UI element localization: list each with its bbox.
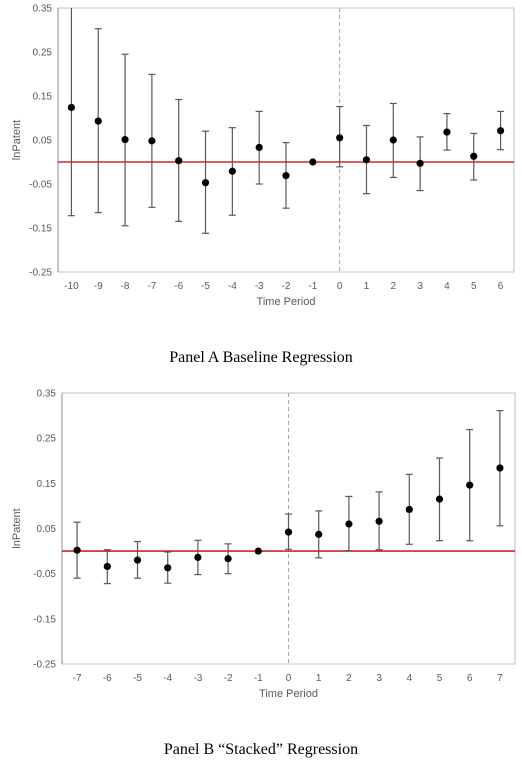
- x-tick-label: -1: [308, 281, 317, 292]
- data-point: [284, 528, 293, 536]
- data-point: [73, 546, 81, 554]
- x-tick-label: 5: [471, 281, 477, 292]
- y-tick-label: 0.25: [33, 48, 53, 59]
- x-tick-label: 7: [497, 673, 503, 684]
- chart-panel-a: 0.350.250.150.05-0.05-0.15-0.25-10 -9 -8 -7…: [11, 4, 515, 308]
- data-point: [315, 530, 323, 538]
- x-tick-label: -10: [64, 281, 79, 292]
- x-tick-label: -6: [103, 673, 112, 684]
- x-tick-label: -2: [224, 673, 233, 684]
- data-point: [345, 520, 353, 528]
- x-tick-label: 5: [437, 673, 443, 684]
- x-tick-label: 1: [364, 281, 370, 292]
- y-tick-label: -0.25: [29, 268, 52, 279]
- x-tick-label: 2: [391, 281, 397, 292]
- x-tick-label: 2: [346, 673, 352, 684]
- y-tick-label: -0.15: [33, 614, 56, 625]
- x-tick-label: 0: [337, 281, 343, 292]
- data-point: [466, 481, 474, 489]
- y-tick-label: 0.35: [33, 4, 53, 15]
- x-tick-label: -7: [147, 281, 156, 292]
- y-tick-label: 0.25: [37, 434, 57, 445]
- x-tick-label: 1: [316, 673, 322, 684]
- x-axis-title: Time Period: [259, 688, 318, 700]
- data-point: [496, 464, 504, 472]
- data-point: [94, 117, 102, 125]
- x-axis-title: Time Period: [257, 296, 316, 308]
- y-tick-label: 0.05: [33, 136, 53, 147]
- data-point: [282, 172, 290, 180]
- data-point: [194, 553, 202, 562]
- data-point: [67, 103, 76, 112]
- y-axis-title: lnPatent: [11, 508, 23, 548]
- data-point: [164, 564, 172, 572]
- y-tick-label: -0.25: [33, 660, 56, 671]
- data-point: [309, 158, 317, 166]
- x-tick-label: -4: [228, 281, 237, 292]
- x-tick-label: -4: [163, 673, 172, 684]
- y-tick-label: 0.05: [37, 524, 57, 535]
- data-point: [175, 157, 183, 165]
- y-axis-title: lnPatent: [11, 120, 23, 160]
- x-tick-label: -5: [201, 281, 210, 292]
- data-point: [228, 167, 236, 175]
- x-tick-label: -3: [193, 673, 202, 684]
- x-tick-label: 3: [417, 281, 423, 292]
- x-tick-label: -8: [121, 281, 130, 292]
- y-tick-label: 0.15: [33, 92, 53, 103]
- data-point: [254, 547, 262, 555]
- x-tick-label: -6: [174, 281, 183, 292]
- x-tick-label: 3: [376, 673, 382, 684]
- x-tick-label: 4: [444, 281, 450, 292]
- data-point: [103, 562, 111, 571]
- data-point: [496, 127, 505, 135]
- data-point: [375, 517, 383, 525]
- y-tick-label: -0.05: [29, 180, 52, 191]
- x-tick-label: -9: [94, 281, 103, 292]
- panel-b-caption: Panel B “Stacked” Regression: [163, 741, 359, 758]
- data-point: [133, 556, 142, 564]
- data-point: [435, 495, 444, 503]
- data-point: [121, 135, 129, 144]
- x-tick-label: 6: [467, 673, 473, 684]
- data-point: [148, 137, 156, 145]
- chart-panel-b: 0.35 0.25 0.15 0.05 -0.05 -0.15 -0.25 -7 -6 -5 -4 -…: [11, 389, 516, 700]
- data-point: [255, 143, 263, 152]
- y-tick-label: -0.05: [33, 569, 56, 580]
- data-point: [416, 159, 424, 167]
- y-tick-label: 0.35: [37, 389, 57, 400]
- x-tick-label: -2: [282, 281, 291, 292]
- x-tick-label: 4: [407, 673, 413, 684]
- data-point: [470, 152, 478, 160]
- data-point: [389, 136, 397, 144]
- x-tick-label: -5: [133, 673, 142, 684]
- x-tick-label: 6: [498, 281, 504, 292]
- x-tick-label: -1: [254, 673, 263, 684]
- data-point: [336, 134, 344, 142]
- data-point: [443, 128, 451, 136]
- panel-a-caption: Panel A Baseline Regression: [169, 349, 353, 366]
- x-tick-label: -7: [73, 673, 82, 684]
- y-tick-label: -0.15: [29, 224, 52, 235]
- data-point: [362, 156, 371, 164]
- data-point: [405, 505, 413, 514]
- y-tick-label: 0.15: [37, 479, 57, 490]
- data-point: [201, 179, 210, 187]
- x-tick-label: 0: [286, 673, 292, 684]
- x-tick-label: -3: [255, 281, 264, 292]
- data-point: [224, 555, 232, 563]
